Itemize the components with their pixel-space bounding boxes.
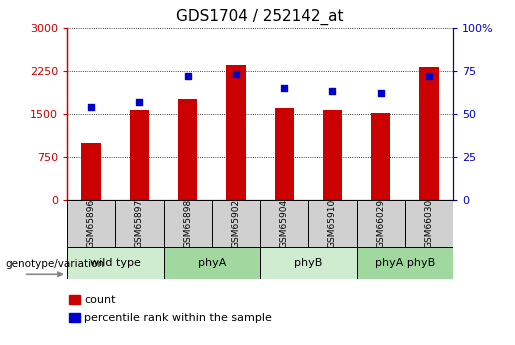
Bar [115,200,163,247]
Point [329,89,337,94]
Bar [163,247,260,279]
Bar [67,247,163,279]
Text: GSM65896: GSM65896 [87,199,96,248]
Text: GSM65898: GSM65898 [183,199,192,248]
Bar [356,200,405,247]
Bar [69,295,80,304]
Title: GDS1704 / 252142_at: GDS1704 / 252142_at [176,9,344,25]
Bar [81,142,101,200]
Text: GSM65897: GSM65897 [135,199,144,248]
Bar [308,200,356,247]
Text: percentile rank within the sample: percentile rank within the sample [84,313,272,323]
Bar [163,200,212,247]
Text: phyB: phyB [294,258,322,268]
Text: phyA phyB: phyA phyB [375,258,435,268]
Text: GSM65904: GSM65904 [280,199,289,248]
Bar [130,110,149,200]
Point [183,73,192,79]
Bar [356,247,453,279]
Bar [67,200,115,247]
Text: GSM66030: GSM66030 [424,199,434,248]
Bar [260,247,356,279]
Text: GSM65902: GSM65902 [231,199,241,248]
Text: genotype/variation: genotype/variation [5,259,104,269]
Bar [323,110,342,200]
Bar [419,67,439,200]
Bar [371,113,390,200]
Point [376,90,385,96]
Bar [274,108,294,200]
Point [87,104,95,110]
Bar [260,200,308,247]
Bar [69,313,80,322]
Bar [226,65,246,200]
Bar [212,200,260,247]
Text: phyA: phyA [198,258,226,268]
Text: GSM65910: GSM65910 [328,199,337,248]
Bar [178,99,197,200]
Point [280,85,288,91]
Text: GSM66029: GSM66029 [376,199,385,248]
Bar [405,200,453,247]
Text: wild type: wild type [90,258,141,268]
Text: count: count [84,295,116,305]
Point [425,73,433,79]
Point [232,71,240,77]
Point [135,99,144,105]
